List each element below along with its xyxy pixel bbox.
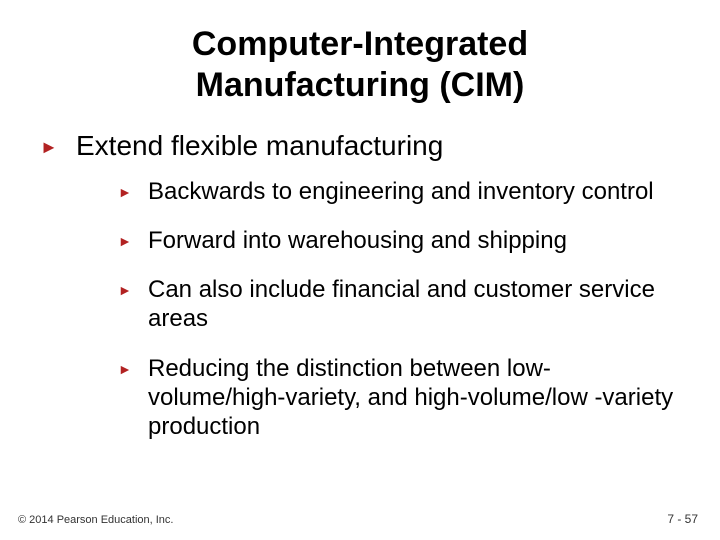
copyright-footer: © 2014 Pearson Education, Inc. [18,514,173,526]
slide-title: Computer-Integrated Manufacturing (CIM) [40,24,680,106]
bullet-level1: ► Extend flexible manufacturing [40,128,680,163]
triangle-bullet-icon: ► [118,226,148,252]
bullet-level2: ► Backwards to engineering and inventory… [118,177,680,206]
title-line-2: Manufacturing (CIM) [196,66,525,104]
sub-bullet-list: ► Backwards to engineering and inventory… [118,177,680,442]
triangle-bullet-icon: ► [118,275,148,301]
level2-text: Can also include financial and customer … [148,275,680,334]
level2-text: Backwards to engineering and inventory c… [148,177,654,206]
slide: Computer-Integrated Manufacturing (CIM) … [0,0,720,540]
level2-text: Forward into warehousing and shipping [148,226,567,255]
level2-text: Reducing the distinction between low-vol… [148,354,680,442]
level1-text: Extend flexible manufacturing [76,128,443,163]
bullet-level2: ► Forward into warehousing and shipping [118,226,680,255]
title-line-1: Computer-Integrated [192,25,528,63]
triangle-bullet-icon: ► [118,177,148,203]
bullet-level2: ► Reducing the distinction between low-v… [118,354,680,442]
bullet-level2: ► Can also include financial and custome… [118,275,680,334]
page-number: 7 - 57 [667,512,698,526]
triangle-bullet-icon: ► [40,128,76,162]
triangle-bullet-icon: ► [118,354,148,380]
